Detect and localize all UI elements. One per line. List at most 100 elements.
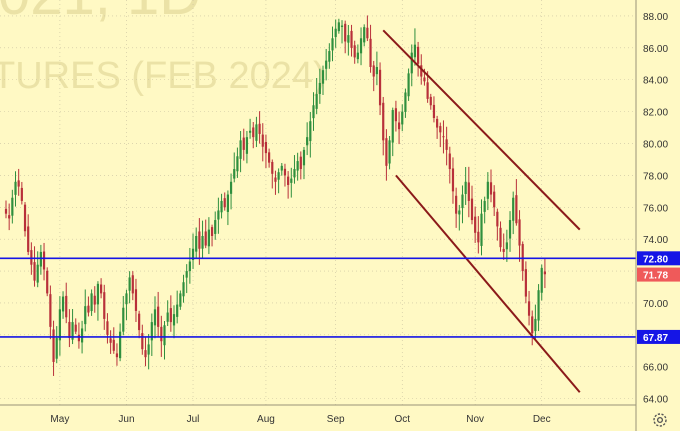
level-price-text: 72.80 xyxy=(643,254,668,265)
candle-body xyxy=(455,195,458,214)
candle-body xyxy=(141,333,144,350)
candle-body xyxy=(166,312,169,322)
candle-body xyxy=(464,181,467,194)
candle-body xyxy=(372,65,375,77)
time-axis[interactable]: May Jun Jul Aug Sep Oct Nov Dec xyxy=(50,414,550,425)
candle-body xyxy=(229,181,233,194)
candle-body xyxy=(363,27,366,43)
candle-body xyxy=(413,44,417,58)
candle-body xyxy=(109,338,112,343)
candle-body xyxy=(65,295,68,318)
last-price-tag xyxy=(637,267,680,282)
candle-body xyxy=(58,309,61,341)
candle-body xyxy=(543,271,546,275)
candle-body xyxy=(369,38,372,67)
candle-body xyxy=(493,191,496,208)
candle-body xyxy=(160,326,163,342)
candle-body xyxy=(119,331,122,359)
candle-body xyxy=(61,296,65,312)
candle-body xyxy=(445,139,448,150)
candle-body xyxy=(328,51,331,62)
candle-body xyxy=(93,295,96,305)
candle-body xyxy=(268,152,271,163)
candle-body xyxy=(87,305,90,313)
candle-body xyxy=(527,301,531,316)
candle-body xyxy=(378,69,382,106)
candle-body xyxy=(71,322,74,340)
gear-icon[interactable] xyxy=(653,413,667,427)
candle-body xyxy=(74,324,77,332)
candle-body xyxy=(103,292,106,319)
candle-body xyxy=(11,197,14,216)
candle-body xyxy=(39,251,42,267)
candle-body xyxy=(274,177,277,182)
month-tick-label: Jul xyxy=(187,414,200,425)
candle-body xyxy=(385,138,388,166)
candle-body xyxy=(290,178,293,183)
candle-body xyxy=(334,28,337,38)
month-tick-label: Oct xyxy=(394,414,410,425)
candle-body xyxy=(150,322,153,341)
candle-body xyxy=(169,308,172,323)
candle-body xyxy=(280,165,283,171)
candle-body xyxy=(337,22,340,32)
candle-body xyxy=(42,251,46,270)
price-tick-label: 76.00 xyxy=(643,203,668,214)
candle-body xyxy=(470,198,474,221)
candle-body xyxy=(474,216,477,233)
candle-body xyxy=(125,293,128,305)
candle-body xyxy=(277,172,280,180)
candle-body xyxy=(404,92,407,112)
last-price-text: 71.78 xyxy=(643,271,668,282)
candle-body xyxy=(534,318,537,332)
candle-body xyxy=(283,168,287,176)
candle-body xyxy=(210,227,214,236)
candle-body xyxy=(458,210,461,215)
month-tick-label: Aug xyxy=(257,414,275,425)
candle-body xyxy=(68,321,71,339)
candle-body xyxy=(477,231,480,243)
watermark-contract: TURES (FEB 2024) xyxy=(0,55,326,97)
candle-body xyxy=(191,248,195,261)
candle-body xyxy=(33,262,36,281)
candle-body xyxy=(401,111,404,125)
candle-body xyxy=(417,46,420,64)
month-tick-label: Sep xyxy=(327,414,345,425)
candle-body xyxy=(432,104,436,119)
trend-channel[interactable] xyxy=(382,29,581,393)
candle-body xyxy=(264,141,268,154)
candle-body xyxy=(271,161,274,174)
candle-body xyxy=(353,45,356,58)
candle-body xyxy=(131,275,134,294)
channel-lower-line[interactable] xyxy=(395,174,581,393)
candle-body xyxy=(185,271,188,278)
candle-body xyxy=(144,350,147,358)
candle-body xyxy=(375,66,378,75)
candle-body xyxy=(321,70,325,84)
price-tick-label: 64.00 xyxy=(643,395,668,406)
candle-body xyxy=(223,198,226,208)
candle-body xyxy=(27,226,30,252)
candle-body xyxy=(176,304,179,317)
horizontal-levels[interactable] xyxy=(0,257,636,338)
candle-body xyxy=(179,293,182,307)
candle-body xyxy=(36,264,39,283)
candle-body xyxy=(122,307,125,332)
candle-body xyxy=(356,52,359,60)
candle-body xyxy=(524,269,527,297)
candle-body xyxy=(252,127,255,138)
candle-body xyxy=(157,306,160,327)
candle-body xyxy=(496,211,499,227)
candle-body xyxy=(52,329,55,362)
candle-body xyxy=(486,181,489,199)
candle-body xyxy=(287,176,290,185)
candle-body xyxy=(163,325,166,346)
candle-body xyxy=(467,182,470,201)
month-tick-label: Nov xyxy=(466,414,484,425)
candle-body xyxy=(198,231,201,249)
channel-upper-line[interactable] xyxy=(382,29,581,231)
candle-body xyxy=(436,118,439,128)
candle-body xyxy=(388,140,391,164)
candle-body xyxy=(315,94,318,109)
